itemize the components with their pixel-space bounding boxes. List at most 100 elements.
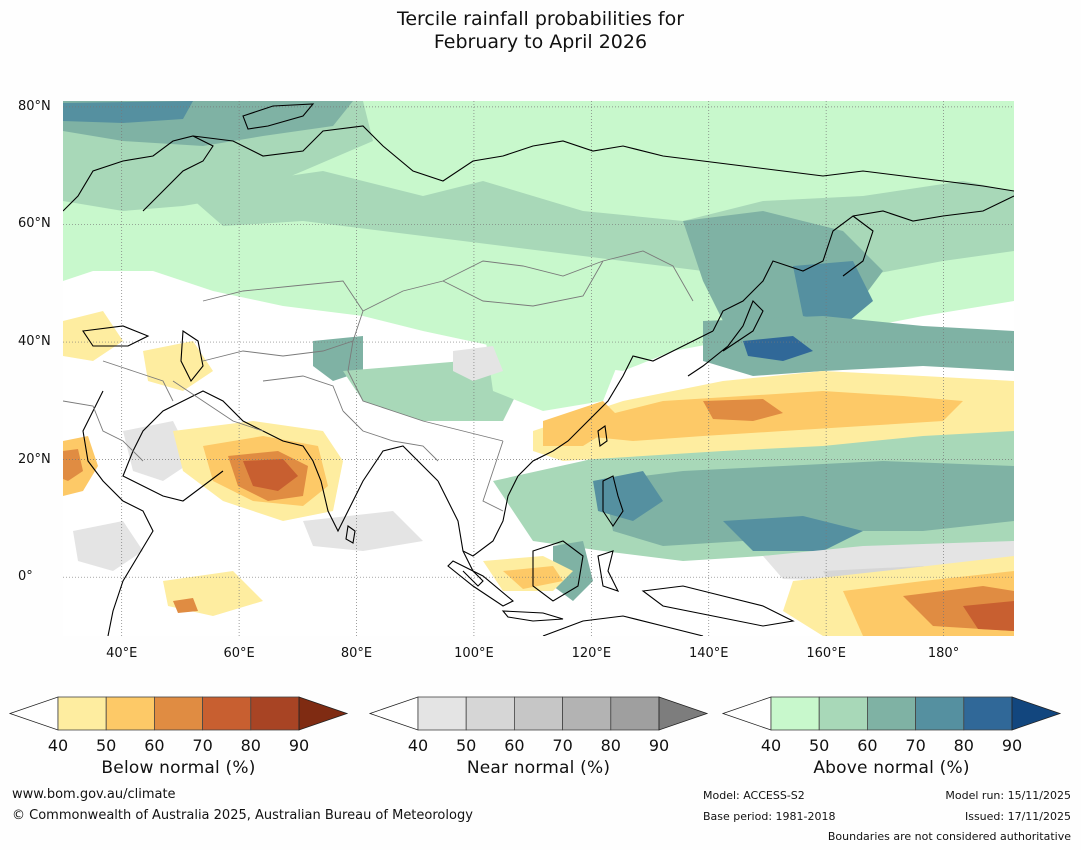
field-below-subtropical-pacific-mid <box>583 391 963 441</box>
legend-near-normal: 40 50 60 70 80 90 Near normal (%) <box>368 696 709 778</box>
colorbar-segment <box>915 696 965 731</box>
lon-label: 40°E <box>106 646 138 661</box>
coast-scandinavia <box>62 135 214 212</box>
colorbar-upper-extend <box>658 696 709 731</box>
colorbar-lower-extend <box>721 696 772 731</box>
field-below-arabian-sea-core <box>243 459 298 491</box>
coast-black-sea <box>82 325 150 347</box>
border-mongolia <box>442 260 604 307</box>
website-link[interactable]: www.bom.gov.au/climate <box>12 787 176 802</box>
colorbar-upper-extend <box>298 696 349 731</box>
colorbar-tick-label: 60 <box>504 736 525 755</box>
map-gridlines <box>63 101 1014 636</box>
colorbar-tick-label: 70 <box>905 736 926 755</box>
field-above-barents-core <box>63 101 193 123</box>
colorbar-tick-label: 60 <box>857 736 878 755</box>
border-china-north <box>362 250 694 312</box>
coast-novaya-zemlya <box>242 103 315 130</box>
legend-below-title: Below normal (%) <box>101 758 256 778</box>
legend-above-ticks: 40 50 60 70 80 90 <box>723 736 1060 756</box>
coast-sri-lanka <box>345 525 356 544</box>
model-run-date: Model run: 15/11/2025 <box>945 789 1071 802</box>
coast-caspian <box>180 330 204 383</box>
colorbar-segment <box>818 696 868 731</box>
field-below-west-africa-core <box>63 449 83 481</box>
field-near-china <box>453 346 503 381</box>
field-below-caspian <box>143 341 213 391</box>
lon-label: 180° <box>927 646 960 661</box>
colorbar-segment <box>417 696 467 731</box>
border-india-north <box>342 410 439 462</box>
colorbar-tick-label: 40 <box>760 736 782 755</box>
legend-above-normal: 40 50 60 70 80 90 Above normal (%) <box>721 696 1062 778</box>
legend-above-title: Above normal (%) <box>813 758 970 778</box>
coast-india <box>262 430 439 533</box>
colorbar-near <box>368 696 709 731</box>
chart-title: Tercile rainfall probabilities for Febru… <box>0 8 1081 54</box>
coast-pacific-russia <box>712 195 1015 332</box>
colorbar-tick-label: 90 <box>648 736 670 755</box>
colorbar-tick-label: 50 <box>96 736 117 755</box>
legend-below-normal: 40 50 60 70 80 90 Below normal (%) <box>8 696 349 778</box>
colorbar-segment <box>202 696 252 731</box>
title-line-1: Tercile rainfall probabilities for <box>396 8 685 30</box>
coast-arabia <box>122 390 264 502</box>
field-above-tropical-pacific-mid <box>603 461 1014 546</box>
coast-taiwan <box>597 425 608 447</box>
border-china-west <box>347 310 504 442</box>
field-below-subtropical-pacific-high <box>703 399 783 421</box>
field-below-indian-ocean-core <box>173 598 198 613</box>
lon-label: 100°E <box>454 646 494 661</box>
colorbar-lower-extend <box>8 696 59 731</box>
copyright-text: © Commonwealth of Australia 2025, Austra… <box>12 808 473 823</box>
colorbar-above <box>721 696 1062 731</box>
colorbar-segment <box>250 696 300 731</box>
border-kazakhstan <box>202 280 364 312</box>
field-below-south-china <box>543 401 623 446</box>
colorbar-tick-label: 50 <box>456 736 477 755</box>
lat-label: 0° <box>18 569 33 585</box>
lon-label: 160°E <box>806 646 846 661</box>
colorbar-tick-label: 90 <box>288 736 310 755</box>
model-name: Model: ACCESS-S2 <box>703 789 805 802</box>
colorbar-tick-label: 60 <box>144 736 165 755</box>
lat-label: 80°N <box>18 98 51 114</box>
coastlines <box>62 103 1015 637</box>
coast-philippines <box>602 475 624 527</box>
probability-map <box>62 101 1015 637</box>
lon-label: 140°E <box>688 646 729 661</box>
colorbar-segment <box>963 696 1013 731</box>
colorbar-segment <box>866 696 916 731</box>
coast-borneo <box>532 540 584 602</box>
border-afghanistan <box>262 375 344 412</box>
base-period: Base period: 1981-2018 <box>703 810 836 823</box>
colorbar-tick-label: 40 <box>47 736 69 755</box>
colorbar-segment <box>57 696 107 731</box>
map-canvas <box>62 101 1015 637</box>
coast-arctic-russia <box>192 125 1015 192</box>
field-above-nw-pacific <box>703 316 1014 376</box>
colorbar-segment <box>153 696 203 731</box>
coast-australia <box>542 615 704 637</box>
border-central-asia <box>202 340 354 362</box>
lon-label: 80°E <box>340 646 373 661</box>
colorbar-segment <box>770 696 820 731</box>
probability-fields <box>63 101 1014 636</box>
legend-below-ticks: 40 50 60 70 80 90 <box>10 736 347 756</box>
lon-label: 60°E <box>223 646 255 661</box>
colorbar-segment <box>465 696 515 731</box>
coast-japan <box>687 300 764 377</box>
country-borders <box>62 250 694 512</box>
border-indochina <box>482 440 504 512</box>
colorbar-segment <box>562 696 612 731</box>
colorbar-tick-label: 80 <box>240 736 261 755</box>
coast-sulawesi <box>597 550 620 592</box>
lat-label: 40°N <box>18 334 51 350</box>
lat-label: 20°N <box>18 451 51 467</box>
field-above-china-east <box>483 316 623 411</box>
issued-date: Issued: 17/11/2025 <box>964 810 1071 823</box>
colorbar-tick-label: 70 <box>552 736 573 755</box>
field-above-philippines <box>593 471 663 521</box>
colorbar-segment <box>105 696 155 731</box>
coast-java <box>501 610 564 622</box>
